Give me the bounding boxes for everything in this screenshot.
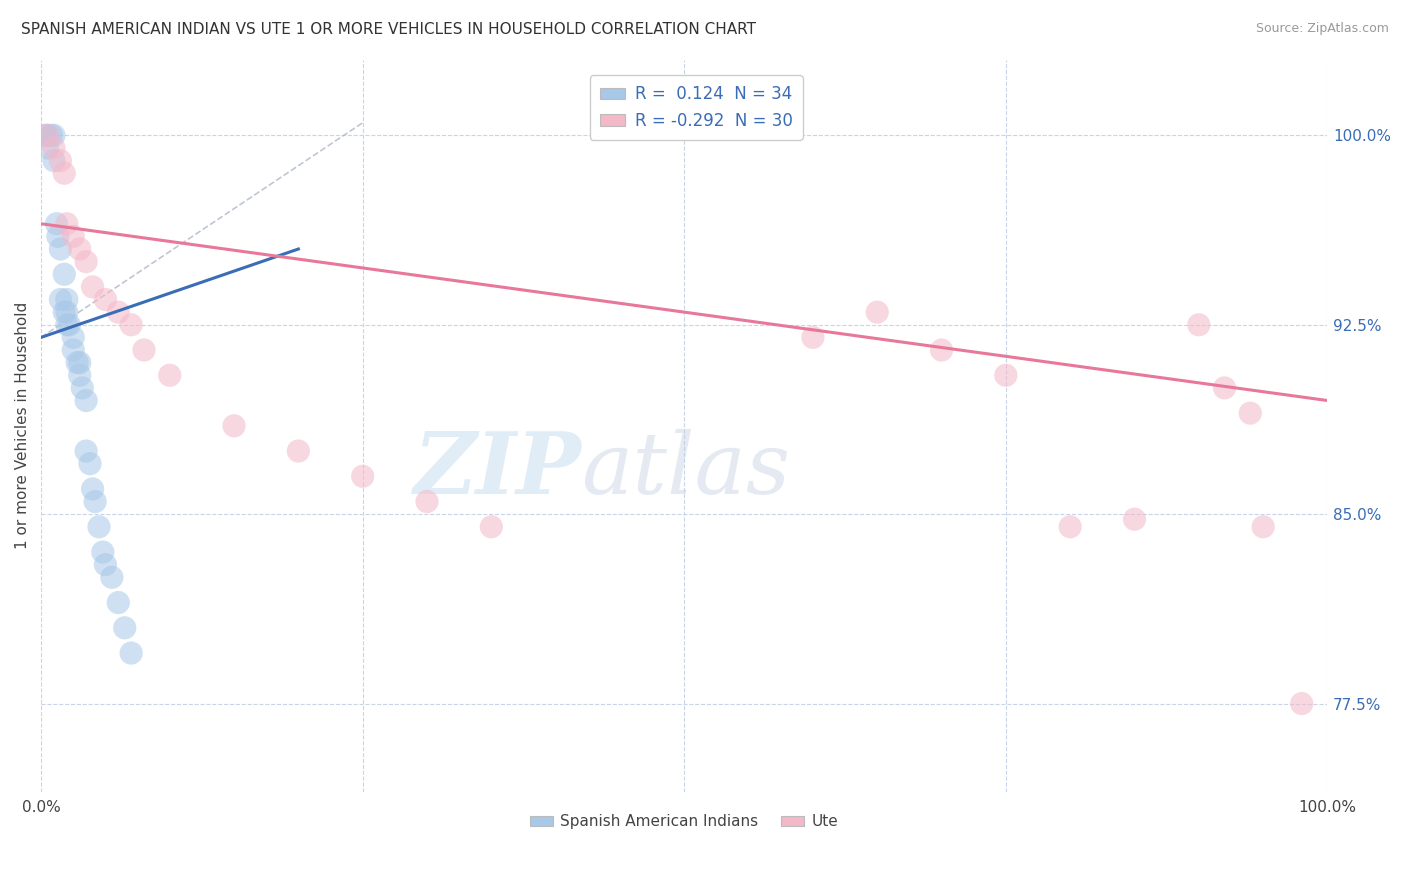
Point: [75, 254, 97, 268]
Point: [79, 457, 101, 471]
Point: [56, 293, 79, 307]
Point: [53, 305, 76, 319]
Point: [49, 293, 72, 307]
Point: [82, 280, 104, 294]
Point: [69, 368, 91, 383]
Point: [91, 545, 114, 559]
Point: [159, 368, 181, 383]
Text: Source: ZipAtlas.com: Source: ZipAtlas.com: [1256, 22, 1389, 36]
Point: [45, 217, 67, 231]
Text: atlas: atlas: [581, 428, 790, 511]
Point: [222, 418, 245, 433]
Point: [42, 128, 65, 143]
Point: [82, 482, 104, 496]
Point: [53, 267, 76, 281]
Point: [416, 494, 439, 508]
Point: [41, 128, 63, 143]
Point: [62, 229, 84, 244]
Point: [120, 646, 142, 660]
Point: [72, 381, 94, 395]
Point: [1188, 318, 1211, 332]
Text: ZIP: ZIP: [413, 428, 581, 511]
Point: [101, 570, 124, 584]
Legend: Spanish American Indians, Ute: Spanish American Indians, Ute: [523, 808, 845, 836]
Point: [1059, 520, 1081, 534]
Point: [287, 444, 309, 458]
Point: [94, 558, 117, 572]
Point: [37, 128, 59, 143]
Point: [801, 330, 824, 344]
Point: [56, 305, 79, 319]
Point: [994, 368, 1017, 383]
Point: [1251, 520, 1274, 534]
Point: [1239, 406, 1261, 420]
Point: [87, 520, 110, 534]
Point: [53, 166, 76, 180]
Point: [107, 596, 129, 610]
Point: [107, 305, 129, 319]
Point: [75, 393, 97, 408]
Y-axis label: 1 or more Vehicles in Household: 1 or more Vehicles in Household: [15, 302, 30, 549]
Point: [49, 153, 72, 168]
Text: SPANISH AMERICAN INDIAN VS UTE 1 OR MORE VEHICLES IN HOUSEHOLD CORRELATION CHART: SPANISH AMERICAN INDIAN VS UTE 1 OR MORE…: [21, 22, 756, 37]
Point: [479, 520, 502, 534]
Point: [75, 444, 97, 458]
Point: [1123, 512, 1146, 526]
Point: [120, 318, 142, 332]
Point: [352, 469, 374, 483]
Point: [62, 343, 84, 357]
Point: [46, 229, 69, 244]
Point: [34, 128, 56, 143]
Point: [42, 141, 65, 155]
Point: [1291, 697, 1313, 711]
Point: [69, 242, 91, 256]
Point: [866, 305, 889, 319]
Point: [62, 330, 84, 344]
Point: [56, 217, 79, 231]
Point: [931, 343, 953, 357]
Point: [37, 141, 59, 155]
Point: [66, 356, 89, 370]
Point: [58, 318, 80, 332]
Point: [94, 293, 117, 307]
Point: [114, 621, 136, 635]
Point: [84, 494, 107, 508]
Point: [69, 356, 91, 370]
Point: [37, 128, 59, 143]
Point: [132, 343, 155, 357]
Point: [56, 318, 79, 332]
Point: [1213, 381, 1236, 395]
Point: [49, 242, 72, 256]
Point: [42, 153, 65, 168]
